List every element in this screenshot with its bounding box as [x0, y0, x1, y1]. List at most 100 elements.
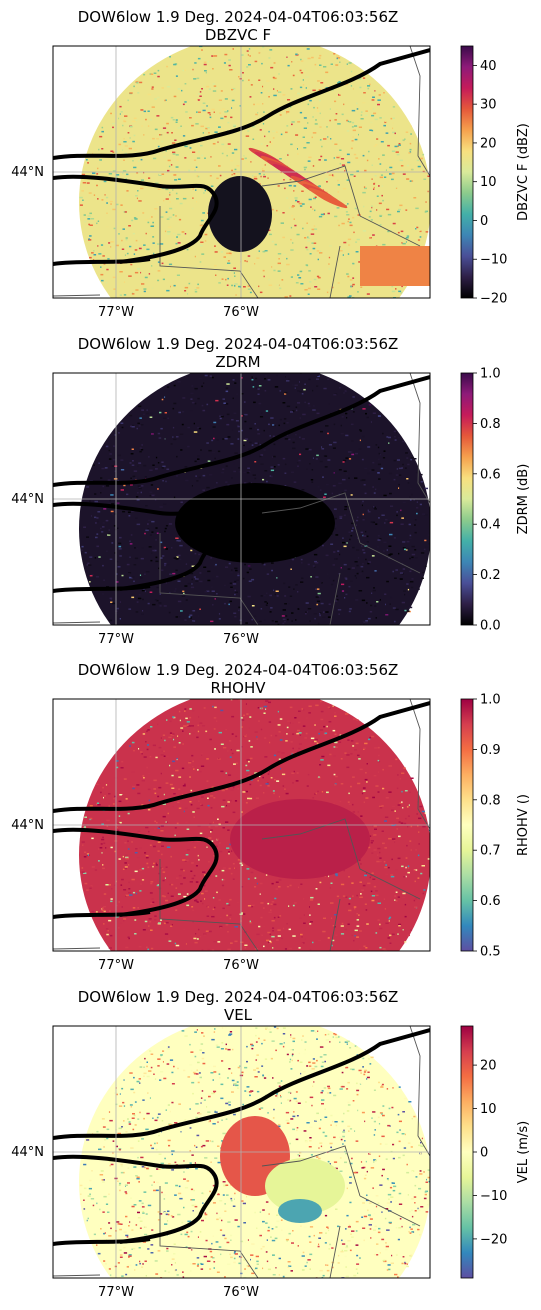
- radar-gate: [155, 556, 158, 559]
- radar-gate: [419, 805, 423, 808]
- radar-gate: [329, 707, 331, 709]
- radar-gate: [229, 582, 233, 584]
- radar-gate: [229, 253, 232, 256]
- radar-gate: [356, 919, 359, 921]
- radar-gate: [344, 647, 347, 649]
- radar-gate: [271, 475, 273, 478]
- radar-gate: [409, 151, 412, 153]
- radar-gate: [186, 977, 188, 979]
- radar-gate: [375, 785, 379, 787]
- radar-gate: [140, 187, 144, 190]
- radar-gate: [313, 553, 318, 556]
- radar-gate: [354, 561, 358, 563]
- radar-gate: [405, 547, 409, 550]
- radar-gate: [135, 195, 138, 197]
- radar-gate: [371, 899, 375, 902]
- radar-gate: [303, 960, 304, 962]
- radar-gate: [152, 744, 156, 747]
- radar-gate: [112, 170, 116, 172]
- radar-gate: [362, 790, 366, 792]
- radar-gate: [262, 88, 264, 91]
- radar-gate: [292, 650, 295, 652]
- radar-gate: [112, 208, 116, 211]
- radar-gate: [190, 549, 193, 552]
- radar-gate: [87, 215, 91, 217]
- radar-gate: [192, 620, 194, 622]
- radar-gate: [226, 902, 229, 905]
- radar-gate: [262, 269, 265, 272]
- radar-gate: [363, 186, 366, 188]
- radar-gate: [152, 603, 156, 606]
- radar-gate: [91, 837, 94, 840]
- radar-gate: [202, 635, 203, 637]
- radar-gate: [266, 939, 269, 942]
- radar-gate: [356, 519, 359, 522]
- radar-gate: [113, 288, 116, 290]
- radar-gate: [178, 710, 181, 713]
- radar-gate: [195, 899, 198, 901]
- radar-gate: [283, 422, 286, 425]
- radar-gate: [394, 620, 396, 623]
- radar-gate: [377, 463, 381, 466]
- radar-gate: [220, 415, 224, 418]
- radar-gate: [234, 800, 238, 802]
- radar-gate: [304, 319, 307, 321]
- radar-gate: [310, 896, 314, 899]
- radar-gate: [101, 823, 104, 825]
- radar-gate: [149, 921, 152, 923]
- radar-gate: [195, 475, 197, 477]
- radar-gate: [290, 356, 293, 358]
- radar-gate: [316, 107, 319, 109]
- radar-gate: [230, 872, 233, 875]
- radar-gate: [289, 1009, 292, 1011]
- radar-gate: [269, 611, 272, 613]
- radar-gate: [216, 482, 218, 484]
- radar-gate: [201, 88, 203, 90]
- radar-gate: [199, 803, 202, 806]
- radar-gate: [205, 127, 208, 130]
- radar-gate: [337, 632, 338, 634]
- radar-gate: [186, 904, 190, 907]
- radar-gate: [289, 706, 293, 709]
- radar-gate: [311, 974, 312, 976]
- radar-gate: [184, 585, 188, 587]
- radar-gate: [347, 801, 350, 803]
- radar-gate: [309, 685, 313, 687]
- radar-gate: [286, 405, 291, 408]
- radar-gate: [263, 712, 266, 714]
- radar-gate: [385, 968, 388, 970]
- radar-gate: [293, 976, 295, 978]
- radar-gate: [214, 636, 215, 638]
- radar-gate: [192, 760, 194, 763]
- x-tick-label: 77°W: [98, 632, 134, 647]
- radar-gate: [402, 463, 404, 466]
- radar-gate: [302, 631, 304, 633]
- radar-gate: [234, 101, 236, 103]
- radar-gate: [254, 1016, 256, 1018]
- radar-gate: [402, 896, 406, 899]
- radar-gate: [209, 474, 213, 476]
- radar-gate: [316, 588, 320, 590]
- radar-gate: [279, 915, 282, 917]
- radar-gate: [100, 477, 103, 479]
- radar-gate: [110, 601, 113, 603]
- radar-gate: [164, 438, 166, 440]
- colorbar-tick-label: −20: [480, 292, 507, 307]
- radar-gate: [173, 323, 176, 325]
- radar-gate: [343, 514, 346, 517]
- radar-gate: [207, 112, 211, 114]
- colorbar-tick-label: 0.4: [480, 518, 501, 533]
- radar-gate: [354, 125, 358, 127]
- radar-gate: [144, 590, 146, 593]
- radar-gate: [278, 73, 280, 75]
- radar-gate: [202, 409, 206, 412]
- radar-gate: [199, 722, 203, 724]
- radar-gate: [272, 927, 275, 929]
- radar-gate: [147, 809, 151, 811]
- radar-gate: [222, 867, 227, 869]
- radar-gate: [232, 397, 234, 400]
- radar-gate: [325, 425, 329, 427]
- radar-gate: [280, 654, 283, 656]
- radar-gate: [241, 746, 243, 748]
- radar-gate: [147, 602, 150, 605]
